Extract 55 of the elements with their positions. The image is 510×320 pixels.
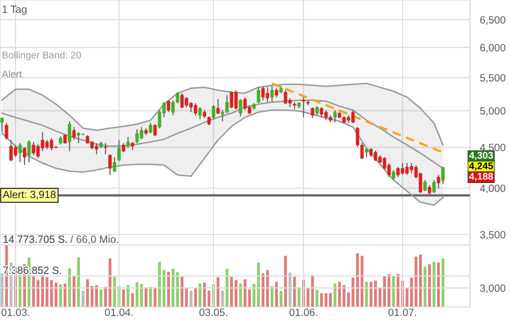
candlestick bbox=[153, 124, 157, 137]
candlestick bbox=[256, 86, 260, 104]
candlestick bbox=[18, 142, 22, 163]
y-tick-label: 3,000 bbox=[480, 284, 506, 294]
candlestick bbox=[270, 86, 274, 103]
candlestick bbox=[0, 116, 4, 133]
y-tick-label: 6,000 bbox=[480, 44, 506, 53]
x-tick-label: 01.06. bbox=[289, 308, 318, 316]
text: 4,245 bbox=[469, 162, 494, 171]
candlestick bbox=[104, 142, 108, 155]
candlestick bbox=[392, 169, 396, 181]
y-tick-label: 5,000 bbox=[480, 107, 506, 116]
chart-subtitle: 1 Tag bbox=[2, 6, 27, 15]
candlestick bbox=[238, 98, 242, 117]
candlestick bbox=[27, 140, 31, 163]
y-tick-label: 5,500 bbox=[480, 74, 506, 83]
candlestick bbox=[212, 104, 216, 120]
candlestick bbox=[72, 126, 76, 141]
candlestick bbox=[112, 156, 116, 173]
candlestick bbox=[333, 109, 337, 123]
candlestick bbox=[4, 122, 8, 140]
candlestick bbox=[216, 98, 220, 115]
candlestick bbox=[441, 166, 445, 184]
candlestick bbox=[315, 106, 319, 116]
candlestick bbox=[108, 154, 112, 176]
ref-line-label: Alert: 3,918 bbox=[2, 190, 56, 200]
y-tick-label: 3,500 bbox=[480, 231, 506, 240]
candlestick bbox=[126, 136, 130, 149]
candlestick bbox=[423, 179, 427, 192]
annotation: / 66,0 Mio. bbox=[70, 235, 118, 244]
candlestick bbox=[310, 106, 314, 119]
x-tick-label: 01.07. bbox=[388, 308, 416, 316]
candlestick bbox=[148, 122, 152, 134]
candlestick bbox=[117, 140, 121, 162]
text: 4,303 bbox=[469, 152, 493, 160]
candlestick bbox=[68, 120, 72, 152]
y-tick-label: 6,500 bbox=[480, 16, 506, 25]
text: 4,188 bbox=[469, 172, 494, 182]
candlestick bbox=[122, 142, 126, 153]
x-tick-label: 01.03. bbox=[1, 308, 30, 316]
y-tick-label: 4,000 bbox=[480, 184, 506, 194]
candlestick bbox=[436, 174, 440, 189]
text: Bollinger Band: 20 bbox=[2, 51, 81, 60]
candlestick bbox=[22, 146, 26, 166]
x-tick-label: 01.04. bbox=[104, 308, 133, 316]
x-tick-label: 03.05. bbox=[199, 308, 228, 316]
candlestick bbox=[364, 148, 368, 158]
line-series bbox=[1, 82, 444, 146]
candlestick bbox=[302, 96, 306, 118]
y2-tick-label: 14.773.705 S. bbox=[4, 236, 67, 243]
candlestick bbox=[166, 100, 170, 113]
line-series bbox=[1, 109, 444, 206]
candlestick bbox=[63, 134, 67, 144]
candlestick bbox=[198, 106, 202, 120]
annotation: Alert bbox=[2, 70, 22, 78]
